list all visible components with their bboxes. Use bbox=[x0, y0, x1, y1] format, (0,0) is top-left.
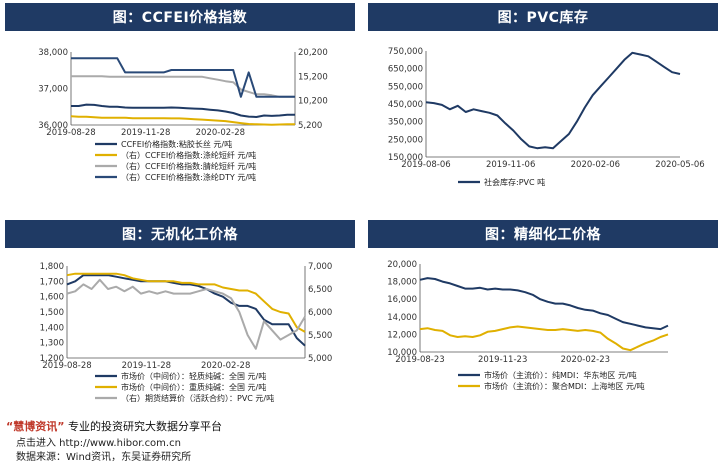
y-tick-label: 1,400 bbox=[40, 323, 64, 333]
y-tick-label: 250,000 bbox=[388, 135, 423, 145]
y-right-tick-label: 10,200 bbox=[298, 97, 328, 107]
panel-inorganic: 图：无机化工价格 1,200 1,300 1,400 1,500 1,600 1,700 1… bbox=[5, 220, 355, 415]
series-line bbox=[66, 274, 306, 347]
footer-link[interactable]: 点击进入 http://www.hibor.com.cn bbox=[16, 438, 181, 449]
y-tick-label: 18,000 bbox=[387, 278, 417, 288]
legend-label: 市场价（主流价）：聚合MDI：上海地区 元/吨 bbox=[484, 381, 645, 391]
y-tick-label: 16,000 bbox=[387, 295, 417, 305]
y-right-tick-label: 7,000 bbox=[308, 262, 332, 272]
series-line bbox=[71, 75, 295, 98]
x-tick-label: 2019-11-28 bbox=[121, 128, 170, 138]
series-line bbox=[70, 115, 295, 126]
slogan: 专业的投资研究大数据分享平台 bbox=[67, 420, 222, 433]
y-tick-label: 20,000 bbox=[387, 260, 417, 270]
y-tick-label: 750,000 bbox=[388, 47, 423, 57]
legend-label: （右）CCFEI价格指数:涤纶DTY 元/吨 bbox=[121, 172, 256, 182]
inorganic-chart: 1,200 1,300 1,400 1,500 1,600 1,700 1,800 5,000… bbox=[40, 262, 333, 403]
x-tick-label: 2019-08-06 bbox=[401, 160, 450, 170]
legend-label: （右）CCFEI价格指数:涤纶短纤 元/吨 bbox=[121, 150, 256, 160]
legend-label: 市场价（主流价）：纯MDI：华东地区 元/吨 bbox=[484, 370, 637, 380]
x-tick-label: 2020-02-28 bbox=[201, 361, 250, 371]
panel-pvc: 图：PVC库存 150,000 250,000 350,000 450,000 550,… bbox=[368, 3, 718, 203]
series-line bbox=[419, 277, 669, 331]
series-line bbox=[71, 57, 295, 98]
panel-fine: 图：精细化工价格 10,000 12,000 14,000 16,000 18,000 2… bbox=[368, 220, 718, 415]
x-tick-label: 2019-11-28 bbox=[122, 361, 171, 371]
y-right-tick-label: 5,500 bbox=[308, 331, 332, 341]
y-right-tick-label: 15,200 bbox=[298, 72, 328, 82]
x-tick-label: 2019-11-23 bbox=[478, 355, 527, 365]
pvc-chart: 150,000 250,000 350,000 450,000 550,000 650,0… bbox=[388, 47, 705, 187]
panel-ccfei: 图：CCFEI价格指数 36,000 37,000 38,000 5,200 10,20… bbox=[5, 3, 355, 203]
legend-label: （右）CCFEI价格指数:腈纶短纤 元/吨 bbox=[121, 161, 256, 171]
data-source: 数据来源：Wind资讯，东吴证券研究所 bbox=[16, 452, 192, 463]
y-tick-label: 37,000 bbox=[38, 85, 68, 95]
y-tick-label: 36,000 bbox=[38, 121, 68, 131]
x-tick-label: 2019-08-28 bbox=[46, 128, 95, 138]
y-tick-label: 1,300 bbox=[40, 339, 64, 349]
series-line bbox=[425, 51, 681, 150]
legend-label: （右）期货结算价（活跃合约）：PVC 元/吨 bbox=[121, 393, 274, 403]
y-tick-label: 650,000 bbox=[388, 65, 423, 75]
legend-label: 市场价（中间价）：重质纯碱：全国 元/吨 bbox=[121, 382, 266, 392]
x-tick-label: 2020-02-23 bbox=[561, 355, 610, 365]
y-tick-label: 38,000 bbox=[38, 48, 68, 58]
panel-title: 图：精细化工价格 bbox=[368, 220, 718, 248]
y-tick-label: 1,200 bbox=[40, 354, 64, 364]
x-tick-label: 2019-11-06 bbox=[486, 160, 535, 170]
y-tick-label: 12,000 bbox=[387, 330, 417, 340]
x-tick-label: 2020-02-06 bbox=[571, 160, 620, 170]
y-right-tick-label: 5,000 bbox=[308, 354, 332, 364]
panel-title: 图：PVC库存 bbox=[368, 3, 718, 31]
series-line bbox=[66, 272, 306, 333]
x-tick-label: 2019-08-23 bbox=[395, 355, 444, 365]
legend-label: CCFEI价格指数:粘胶长丝 元/吨 bbox=[121, 139, 232, 149]
legend-label: 社会库存:PVC 吨 bbox=[484, 177, 545, 187]
x-tick-label: 2020-02-28 bbox=[196, 128, 245, 138]
series-line bbox=[419, 325, 669, 352]
y-tick-label: 450,000 bbox=[388, 100, 423, 110]
series-line bbox=[66, 278, 306, 350]
y-tick-label: 1,600 bbox=[40, 293, 64, 303]
y-right-tick-label: 5,200 bbox=[298, 121, 322, 131]
footer-brand-line: “慧博资讯” 专业的投资研究大数据分享平台 bbox=[6, 418, 222, 434]
y-right-tick-label: 6,500 bbox=[308, 285, 332, 295]
fine-chemical-chart: 10,000 12,000 14,000 16,000 18,000 20,000 2019… bbox=[387, 260, 669, 391]
legend-label: 市场价（中间价）：轻质纯碱：全国 元/吨 bbox=[121, 371, 266, 381]
x-tick-label: 2020-05-06 bbox=[655, 160, 704, 170]
ccfei-chart: 36,000 37,000 38,000 5,200 10,200 15,200 20,20… bbox=[38, 48, 328, 182]
y-tick-label: 550,000 bbox=[388, 82, 423, 92]
y-right-tick-label: 20,200 bbox=[298, 48, 328, 58]
y-right-tick-label: 6,000 bbox=[308, 308, 332, 318]
y-tick-label: 1,800 bbox=[40, 262, 64, 272]
y-tick-label: 150,000 bbox=[388, 153, 423, 163]
y-tick-label: 1,500 bbox=[40, 308, 64, 318]
y-tick-label: 14,000 bbox=[387, 313, 417, 323]
y-tick-label: 350,000 bbox=[388, 118, 423, 128]
brand-name: “慧博资讯” bbox=[6, 420, 65, 433]
series-line bbox=[71, 103, 295, 118]
panel-title: 图：CCFEI价格指数 bbox=[5, 3, 355, 31]
y-tick-label: 10,000 bbox=[387, 348, 417, 358]
x-tick-label: 2019-08-28 bbox=[42, 361, 91, 371]
panel-title: 图：无机化工价格 bbox=[5, 220, 355, 248]
y-tick-label: 1,700 bbox=[40, 277, 64, 287]
